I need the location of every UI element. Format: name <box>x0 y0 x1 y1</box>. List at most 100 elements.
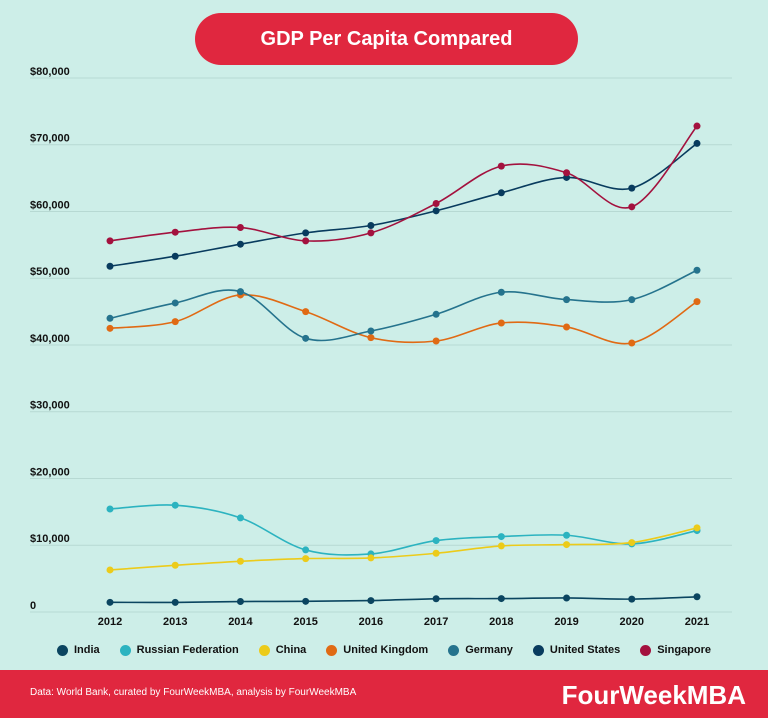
y-tick-label: $20,000 <box>30 466 70 478</box>
data-point <box>432 549 440 557</box>
data-point <box>171 598 179 606</box>
legend-swatch <box>326 644 338 656</box>
data-point <box>236 514 244 522</box>
data-point <box>106 262 114 270</box>
data-point <box>302 229 310 237</box>
data-point <box>497 162 505 170</box>
series-line <box>109 269 698 342</box>
data-point <box>302 546 310 554</box>
data-point <box>432 199 440 207</box>
data-point <box>497 319 505 327</box>
legend-swatch <box>56 644 68 656</box>
data-point <box>628 595 636 603</box>
data-point <box>628 296 636 304</box>
series-line <box>109 504 698 556</box>
data-point <box>367 229 375 237</box>
y-tick-label: $80,000 <box>30 66 70 78</box>
legend: India Russian Federation China United Kingd… <box>0 644 768 656</box>
y-tick-label: 0 <box>30 600 36 612</box>
x-tick-label: 2019 <box>554 616 578 628</box>
data-point <box>432 207 440 215</box>
legend-label: Russian Federation <box>136 644 239 656</box>
x-tick-label: 2013 <box>163 616 187 628</box>
data-point <box>432 595 440 603</box>
data-point <box>302 597 310 605</box>
data-point <box>563 323 571 331</box>
legend-item: India <box>56 644 100 656</box>
legend-swatch <box>448 644 460 656</box>
data-point <box>497 595 505 603</box>
data-point <box>628 539 636 547</box>
data-point <box>302 334 310 342</box>
data-point <box>563 296 571 304</box>
series-line <box>109 527 698 571</box>
data-point <box>497 189 505 197</box>
brand: FourWeekMBA <box>561 680 746 710</box>
legend-item: Singapore <box>640 644 711 656</box>
data-point <box>171 252 179 260</box>
legend-swatch <box>532 644 544 656</box>
legend-item: United States <box>532 644 621 656</box>
x-tick-label: 2015 <box>293 616 317 628</box>
data-point <box>106 237 114 245</box>
x-tick-label: 2014 <box>228 616 253 628</box>
data-point <box>367 327 375 335</box>
series-line <box>109 595 698 604</box>
data-point <box>563 594 571 602</box>
data-point <box>497 533 505 541</box>
data-point <box>236 598 244 606</box>
data-point <box>171 228 179 236</box>
y-tick-label: $10,000 <box>30 533 70 545</box>
data-point <box>236 224 244 232</box>
y-tick-label: $40,000 <box>30 333 70 345</box>
series-line <box>109 142 698 268</box>
data-point <box>693 266 701 274</box>
y-tick-label: $60,000 <box>30 199 70 211</box>
data-point <box>171 561 179 569</box>
data-point <box>497 288 505 296</box>
data-point <box>693 593 701 601</box>
y-tick-label: $50,000 <box>30 266 70 278</box>
x-tick-label: 2018 <box>489 616 513 628</box>
data-point <box>171 501 179 509</box>
data-point <box>171 318 179 326</box>
y-tick-label: $70,000 <box>30 133 70 145</box>
x-tick-label: 2017 <box>424 616 448 628</box>
data-point <box>432 537 440 545</box>
footer: Data: World Bank, curated by FourWeekMBA… <box>0 670 768 718</box>
legend-swatch <box>640 644 652 656</box>
data-point <box>367 222 375 230</box>
series-line <box>109 125 698 242</box>
data-point <box>693 298 701 306</box>
data-point <box>106 505 114 513</box>
legend-item: United Kingdom <box>326 644 428 656</box>
data-point <box>106 314 114 322</box>
data-point <box>236 240 244 248</box>
data-point <box>693 139 701 147</box>
data-point <box>432 337 440 345</box>
data-point <box>236 288 244 296</box>
data-point <box>563 169 571 177</box>
legend-swatch <box>258 644 270 656</box>
legend-label: United States <box>549 644 621 656</box>
chart-title: GDP Per Capita Compared <box>195 13 578 65</box>
data-point <box>693 122 701 130</box>
source-note: Data: World Bank, curated by FourWeekMBA… <box>30 687 357 698</box>
legend-swatch <box>119 644 131 656</box>
data-point <box>367 334 375 342</box>
data-point <box>106 324 114 332</box>
legend-item: Germany <box>448 644 513 656</box>
data-point <box>497 542 505 550</box>
data-point <box>628 184 636 192</box>
x-tick-label: 2012 <box>98 616 122 628</box>
series-line <box>109 294 698 345</box>
data-point <box>367 554 375 562</box>
x-tick-label: 2020 <box>620 616 644 628</box>
data-point <box>432 310 440 318</box>
legend-label: Singapore <box>657 644 712 656</box>
legend-label: India <box>73 644 100 656</box>
data-point <box>302 237 310 245</box>
data-point <box>171 299 179 307</box>
data-point <box>367 597 375 605</box>
